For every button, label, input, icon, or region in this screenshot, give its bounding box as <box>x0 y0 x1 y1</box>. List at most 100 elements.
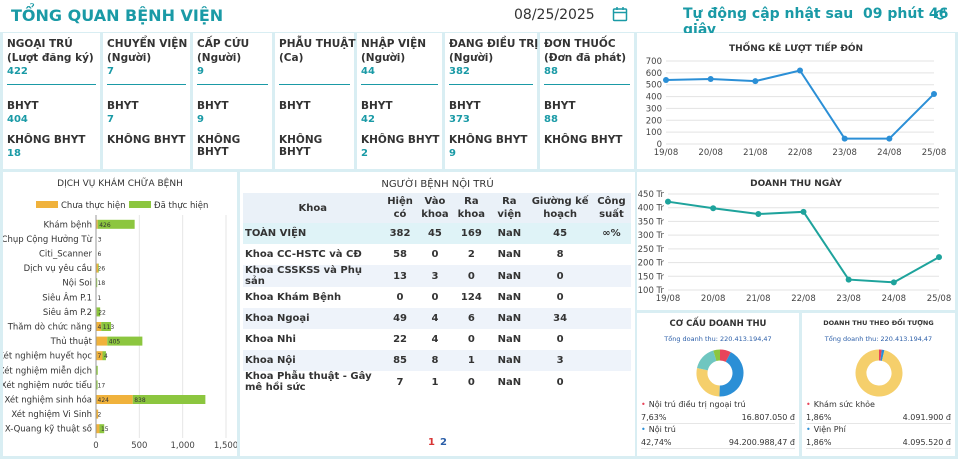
bar-segment[interactable] <box>96 395 133 404</box>
y-tick-label: 300 Tr <box>638 231 665 241</box>
legend-percent: 1,86% <box>806 438 832 447</box>
legend-done: Đã thực hiện <box>129 201 208 211</box>
data-point[interactable] <box>800 208 807 215</box>
page-1-link[interactable]: 1 <box>428 437 435 448</box>
bar-segment[interactable] <box>96 307 101 317</box>
table-cell: 8 <box>417 350 453 371</box>
bar-segment[interactable] <box>96 365 98 375</box>
donut-slice[interactable] <box>697 350 717 371</box>
bar-segment[interactable] <box>107 336 143 346</box>
bar-segment[interactable] <box>96 336 108 346</box>
bar-segment[interactable] <box>96 351 103 361</box>
data-point[interactable] <box>665 198 671 205</box>
refresh-icon[interactable] <box>934 9 946 21</box>
table-row[interactable]: Khoa CC-HSTC và CĐ 58 0 2 NaN 8 <box>243 244 631 265</box>
table-row[interactable]: Khoa Khám Bệnh 0 0 124 NaN 0 <box>243 287 631 308</box>
bhyt-value: 88 <box>544 114 558 125</box>
legend-dot: • <box>806 400 811 409</box>
donut-slice[interactable] <box>713 349 721 362</box>
calendar-icon[interactable] <box>612 6 628 22</box>
bar-segment[interactable] <box>99 424 105 434</box>
data-point[interactable] <box>931 90 937 97</box>
table-row[interactable]: Khoa Nhi 22 4 0 NaN 0 <box>243 329 631 350</box>
revenue-chart: 450 Tr 400 Tr 350 Tr 300 Tr 250 Tr 200 Tr 150 … <box>638 190 952 304</box>
table-cell: 4 <box>417 308 453 329</box>
column-header[interactable]: Giường kế hoạch <box>528 193 592 223</box>
bar-segment[interactable] <box>96 409 99 419</box>
table-cell <box>591 265 631 287</box>
table-cell: 4 <box>431 334 439 345</box>
column-header[interactable]: Khoa <box>243 193 383 223</box>
department-cell: TOÀN VIỆN <box>243 223 383 244</box>
category-label: Xét nghiệm huyết học <box>3 351 92 362</box>
bar-segment[interactable] <box>102 351 106 361</box>
card-title-line1: ĐANG ĐIỀU TRỊ <box>449 38 539 50</box>
table-cell: 0 <box>556 292 564 303</box>
category-label: Nội Soi <box>62 278 92 289</box>
legend-item-name: • Nội trú điều trị ngoại trú <box>641 400 746 409</box>
bhyt-label: BHYT <box>544 100 576 112</box>
data-point[interactable] <box>663 76 669 83</box>
column-header[interactable]: Hiện có <box>382 193 418 223</box>
data-point[interactable] <box>886 135 893 142</box>
data-point[interactable] <box>841 135 848 142</box>
table-row[interactable]: TOÀN VIỆN 382 45 169 NaN 45 ∞% <box>243 223 631 244</box>
legend-done-swatch <box>129 201 151 208</box>
bar-segment[interactable] <box>96 380 98 390</box>
donut-slice[interactable] <box>855 349 903 397</box>
department-cell: Khoa Khám Bệnh <box>245 292 342 303</box>
table-cell <box>592 371 631 393</box>
table-row[interactable]: Khoa CSSKSS và Phụ sản 13 3 0 NaN 0 <box>243 265 631 287</box>
card-title-line1: CHUYỂN VIỆN <box>107 38 188 50</box>
donut-slice[interactable] <box>719 349 731 363</box>
table-cell: 0 <box>556 334 564 345</box>
data-point[interactable] <box>936 254 942 261</box>
table-cell <box>592 287 631 308</box>
donut-slice[interactable] <box>696 368 721 397</box>
column-header[interactable]: Vào khoa <box>417 193 453 223</box>
table-cell: NaN <box>490 308 529 329</box>
bar-segment[interactable] <box>96 322 102 331</box>
bar-segment[interactable] <box>98 263 99 273</box>
donut-slice[interactable] <box>719 352 744 397</box>
legend-divider <box>641 448 795 449</box>
bar-segment[interactable] <box>96 424 100 434</box>
date-field[interactable]: 08/25/2025 <box>514 7 595 23</box>
data-point[interactable] <box>845 276 852 283</box>
data-point[interactable] <box>752 78 759 85</box>
legend-divider <box>641 423 795 424</box>
revenue-structure-donut <box>696 349 744 397</box>
column-header[interactable]: Ra khoa <box>452 193 491 223</box>
column-header[interactable]: Công suất <box>591 193 631 223</box>
bar-segment[interactable] <box>97 219 135 229</box>
y-tick-label: 600 <box>646 69 662 79</box>
bar-segment[interactable] <box>96 219 98 229</box>
bar-segment[interactable] <box>101 322 111 331</box>
column-header[interactable]: Ra viện <box>490 193 529 223</box>
data-point[interactable] <box>797 67 803 74</box>
y-tick-label: 200 Tr <box>638 259 665 269</box>
table-cell: 0 <box>396 292 404 303</box>
table-row[interactable]: Khoa Ngoại 49 4 6 NaN 34 <box>243 308 631 329</box>
data-point[interactable] <box>707 76 714 83</box>
page-2-link[interactable]: 2 <box>440 437 447 448</box>
bar-segment[interactable] <box>96 278 98 288</box>
bar-segment[interactable] <box>96 263 99 273</box>
category-label: Xét nghiệm nước tiểu <box>3 380 92 391</box>
bar-value-label: 4 <box>104 353 108 360</box>
data-point[interactable] <box>710 205 717 212</box>
legend-amount: 4.095.520 đ <box>902 438 951 447</box>
table-cell: 58 <box>393 249 407 260</box>
visits-chart-title: THỐNG KÊ LƯỢT TIẾP ĐÓN <box>728 44 864 54</box>
table-row[interactable]: Khoa Nội 85 8 1 NaN 3 <box>243 350 631 371</box>
category-label: X-Quang kỹ thuật số <box>5 424 93 435</box>
data-point[interactable] <box>755 211 762 218</box>
bar-segment[interactable] <box>132 395 206 404</box>
stat-card: CẤP CỨU (Người) 9 BHYT 9 KHÔNG BHYT <box>193 33 272 169</box>
card-value: 382 <box>449 66 470 77</box>
data-point[interactable] <box>890 279 897 286</box>
table-row[interactable]: Khoa Phẫu thuật - Gây mê hồi sức 7 1 0 NaN 0 <box>243 371 631 393</box>
revenue-structure-panel: CƠ CẤU DOANH THU Tổng doanh thu: 220.413… <box>637 313 799 456</box>
category-label: Citi_Scanner <box>39 250 93 260</box>
card-value: 44 <box>361 66 375 77</box>
